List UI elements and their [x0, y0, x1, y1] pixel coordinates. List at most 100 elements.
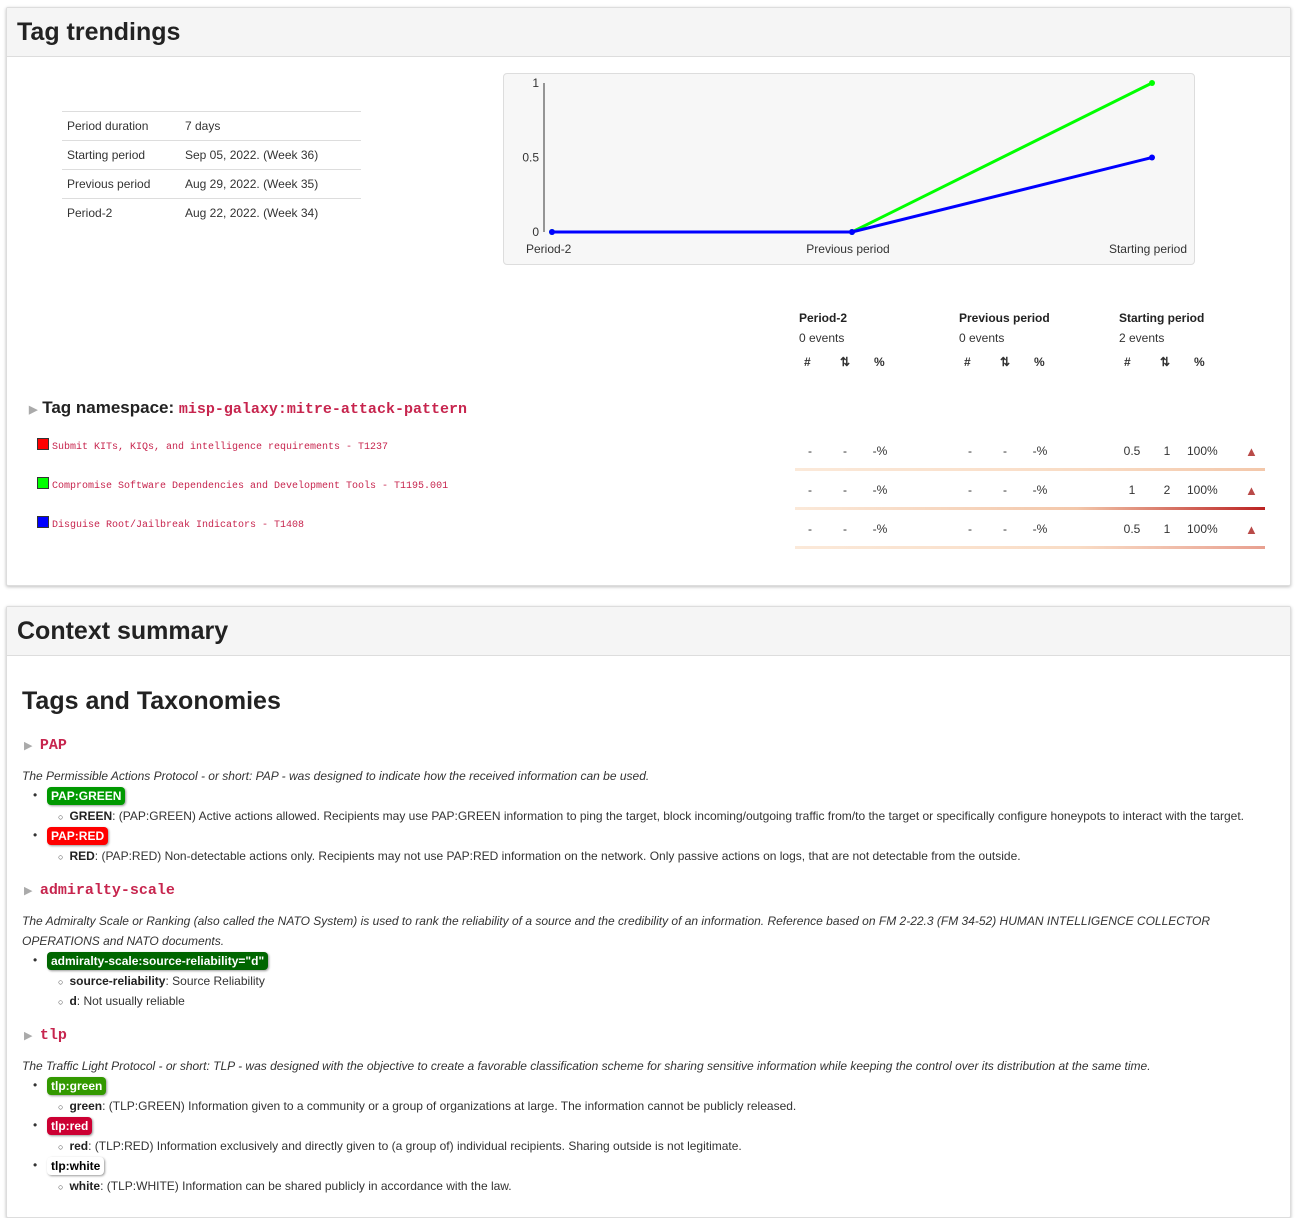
tag-key: source-reliability	[69, 974, 166, 988]
namespace-label: Tag namespace:	[42, 398, 175, 417]
taxonomy-name: PAP	[39, 737, 67, 754]
panel-header: Tag trendings	[7, 8, 1290, 57]
context-summary-panel: Context summary Tags and Taxonomies ▶ PA…	[6, 606, 1291, 1218]
trend-chart-svg: 0 0.5 1 Period-2 Previous period Starting per…	[522, 76, 1187, 256]
col-count-header[interactable]: #	[1124, 355, 1131, 369]
namespace-value: misp-galaxy:mitre-attack-pattern	[178, 401, 467, 418]
table-cell: -	[843, 483, 847, 497]
trend-up-icon: ▲	[1245, 522, 1258, 537]
tag-text: : Source Reliability	[165, 974, 265, 988]
table-cell: -	[843, 522, 847, 536]
table-cell: 2	[1163, 483, 1171, 497]
tag-row-name[interactable]: Disguise Root/Jailbreak Indicators - T14…	[37, 516, 304, 531]
period-header: Period-2	[799, 311, 848, 325]
tag-description: ○ red: (TLP:RED) Information exclusively …	[58, 1139, 742, 1153]
table-row: Period duration 7 days	[62, 111, 361, 141]
taxonomy-description: The Traffic Light Protocol - or short: T…	[22, 1059, 1151, 1073]
table-cell: -%	[872, 444, 888, 458]
trend-up-icon: ▲	[1245, 444, 1258, 459]
tag-name-link[interactable]: Submit KITs, KIQs, and intelligence requ…	[52, 442, 389, 453]
period-header: Previous period	[959, 311, 1050, 325]
table-cell: 0.5	[1123, 522, 1141, 536]
tag-key: RED	[69, 849, 95, 863]
namespace-toggle[interactable]: ▶ Tag namespace: misp-galaxy:mitre-attac…	[29, 398, 467, 418]
row-trend-bar	[795, 507, 1265, 510]
taxonomy-admiralty-toggle[interactable]: ▶ admiralty-scale	[24, 882, 175, 899]
y-tick-label: 0.5	[522, 151, 539, 165]
tag-key: red	[69, 1139, 89, 1153]
section-heading: Tags and Taxonomies	[22, 687, 281, 715]
col-sort-header[interactable]: ⇅	[1000, 355, 1011, 369]
tag-tlp-green[interactable]: tlp:green	[47, 1077, 107, 1095]
period-events: 0 events	[799, 331, 845, 345]
taxonomy-pap-toggle[interactable]: ▶ PAP	[24, 737, 67, 754]
series-point[interactable]	[849, 229, 855, 235]
col-count-header[interactable]: #	[804, 355, 811, 369]
series-point[interactable]	[1149, 80, 1155, 86]
table-cell: -	[968, 522, 972, 536]
sub-bullet: ○	[58, 977, 64, 987]
table-cell: -%	[872, 522, 888, 536]
table-cell: -	[1003, 483, 1007, 497]
panel-title: Tag trendings	[17, 18, 181, 46]
col-percent-header[interactable]: %	[1034, 355, 1045, 369]
trend-up-icon: ▲	[1245, 483, 1258, 498]
tag-tlp-red[interactable]: tlp:red	[47, 1117, 93, 1135]
tag-tlp-white[interactable]: tlp:white	[47, 1157, 105, 1175]
table-row: Period-2 Aug 22, 2022. (Week 34)	[62, 198, 361, 227]
table-cell: 1	[1163, 522, 1171, 536]
info-label: Starting period	[62, 140, 180, 170]
trend-chart: 0 0.5 1 Period-2 Previous period Starting per…	[503, 73, 1195, 265]
tag-trendings-panel: Tag trendings Period duration 7 days Star…	[6, 7, 1291, 586]
expand-triangle-icon: ▶	[24, 740, 33, 752]
info-label: Period duration	[62, 111, 180, 141]
col-count-header[interactable]: #	[964, 355, 971, 369]
tag-admiralty-source-reliability[interactable]: admiralty-scale:source-reliability="d"	[47, 952, 269, 970]
series-point[interactable]	[1149, 154, 1155, 161]
table-row: Previous period Aug 29, 2022. (Week 35)	[62, 169, 361, 199]
taxonomy-tlp-toggle[interactable]: ▶ tlp	[24, 1027, 67, 1044]
col-sort-header[interactable]: ⇅	[1160, 355, 1171, 369]
sub-bullet: ○	[58, 1102, 64, 1112]
col-percent-header[interactable]: %	[874, 355, 885, 369]
sub-bullet: ○	[58, 812, 64, 822]
x-tick-label: Period-2	[526, 242, 572, 256]
tag-text: : (PAP:RED) Non-detectable actions only.…	[94, 849, 1021, 863]
table-cell: 100%	[1187, 522, 1218, 536]
tag-row-name[interactable]: Compromise Software Dependencies and Dev…	[37, 477, 448, 492]
tag-pap-red[interactable]: PAP:RED	[47, 827, 109, 845]
info-value: Aug 22, 2022. (Week 34)	[180, 198, 361, 227]
tag-key: GREEN	[69, 809, 113, 823]
tag-description: ○ d: Not usually reliable	[58, 994, 185, 1008]
taxonomy-name: admiralty-scale	[39, 882, 175, 899]
taxonomy-description: OPERATIONS and NATO documents.	[22, 934, 225, 948]
tag-name-link[interactable]: Disguise Root/Jailbreak Indicators - T14…	[52, 520, 305, 531]
tag-row-name[interactable]: Submit KITs, KIQs, and intelligence requ…	[37, 438, 388, 453]
col-percent-header[interactable]: %	[1194, 355, 1205, 369]
tag-pap-green[interactable]: PAP:GREEN	[47, 787, 126, 805]
list-bullet: •	[33, 788, 38, 802]
table-cell: -	[808, 483, 812, 497]
x-tick-label: Previous period	[806, 242, 889, 256]
period-events: 2 events	[1119, 331, 1165, 345]
tag-text: : Not usually reliable	[76, 994, 185, 1008]
series-line	[552, 81, 1153, 234]
tag-name-link[interactable]: Compromise Software Dependencies and Dev…	[52, 481, 449, 492]
table-cell: -	[808, 444, 812, 458]
col-sort-header[interactable]: ⇅	[840, 355, 851, 369]
row-trend-bar	[795, 546, 1265, 549]
table-cell: -	[968, 444, 972, 458]
table-cell: -	[1003, 444, 1007, 458]
sub-bullet: ○	[58, 1142, 64, 1152]
panel-header: Context summary	[7, 607, 1290, 656]
x-tick-label: Starting period	[1109, 242, 1187, 256]
period-info-table: Period duration 7 days Starting period Sep…	[62, 111, 361, 227]
taxonomy-description: The Permissible Actions Protocol - or sh…	[22, 769, 650, 783]
tag-text: : (PAP:GREEN) Active actions allowed. Re…	[112, 809, 1245, 823]
table-cell: -%	[1032, 483, 1048, 497]
tag-color-swatch	[37, 516, 49, 528]
info-value: Sep 05, 2022. (Week 36)	[180, 140, 361, 170]
series-point[interactable]	[549, 229, 555, 235]
tag-text: : (TLP:GREEN) Information given to a com…	[102, 1099, 797, 1113]
table-cell: -	[1003, 522, 1007, 536]
